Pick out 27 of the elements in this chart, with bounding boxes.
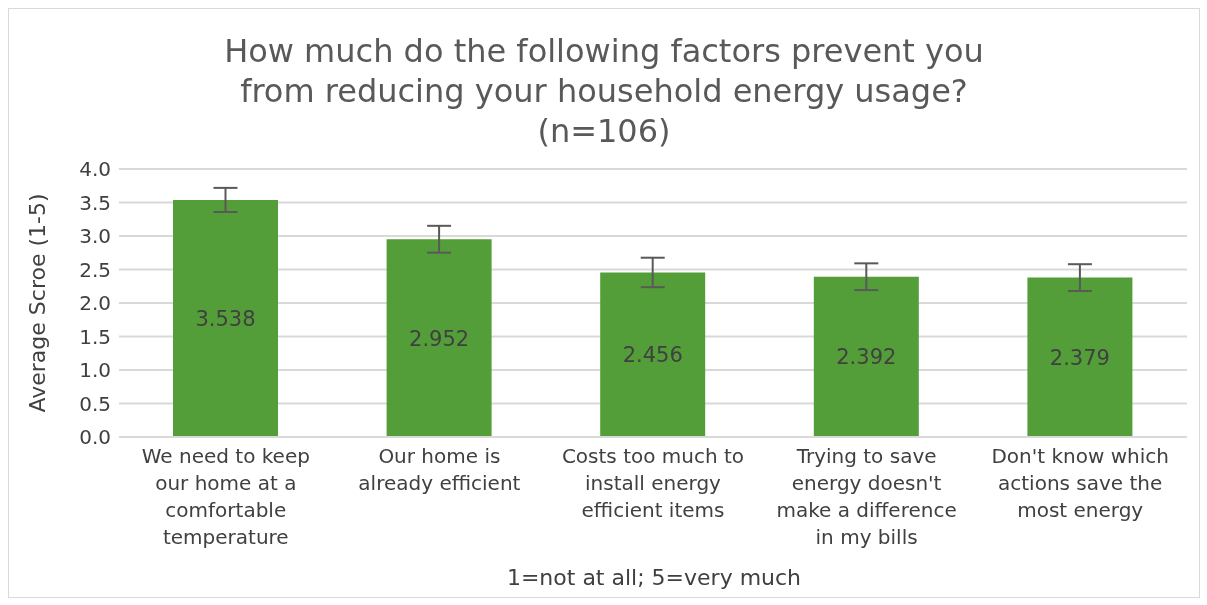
y-tick-label: 0.5 <box>79 391 111 416</box>
bar <box>600 272 706 437</box>
bar <box>1027 277 1133 437</box>
y-tick-label: 3.5 <box>79 190 111 215</box>
y-tick-label: 0.0 <box>79 425 111 450</box>
data-label: 2.379 <box>1049 345 1110 370</box>
y-tick-label: 3.0 <box>79 224 111 249</box>
x-tick-label: Don't know which actions save the most energy <box>991 444 1169 522</box>
x-tick-label: We need to keep our home at a comfortable temperature <box>141 444 310 549</box>
bar <box>386 239 492 437</box>
bar <box>173 199 278 437</box>
bar <box>813 276 919 437</box>
x-axis-title: 1=not at all; 5=very much <box>505 565 803 590</box>
y-tick-label: 1.5 <box>79 324 111 349</box>
data-label: 2.392 <box>836 345 897 370</box>
y-tick-label: 4.0 <box>79 157 111 182</box>
chart-title: How much do the following factors prevent you from reducing your household energy usage? (n=106) <box>223 31 985 151</box>
y-tick-label: 1.0 <box>79 358 111 383</box>
data-label: 3.538 <box>195 306 256 331</box>
x-tick-label: Costs too much to install energy efficient items <box>561 444 745 522</box>
data-label: 2.456 <box>622 343 683 368</box>
y-axis-title: Average Scroe (1-5) <box>24 193 50 413</box>
data-label: 2.952 <box>409 326 470 351</box>
y-tick-label: 2.0 <box>79 291 111 316</box>
x-tick-label: Our home is already efficient <box>358 444 521 495</box>
x-tick-label: Trying to save energy doesn't make a difference in my bills <box>776 444 957 549</box>
y-tick-label: 2.5 <box>79 257 111 282</box>
